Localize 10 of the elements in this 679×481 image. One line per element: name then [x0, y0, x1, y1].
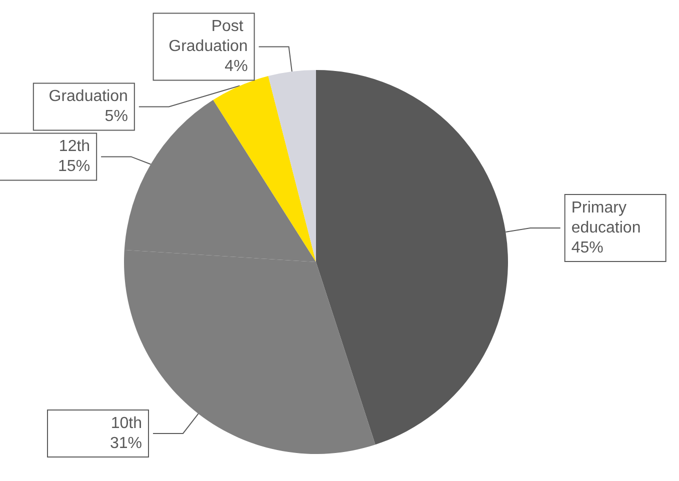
data-label: 31% [110, 434, 142, 452]
data-label: 4% [224, 58, 248, 76]
slice-label: Graduation [48, 88, 128, 106]
slice-label: 10th [110, 414, 142, 432]
slice-label: 12th [58, 138, 90, 156]
data-label: 5% [104, 108, 128, 126]
data-label: 45% [571, 240, 604, 257]
slice-label: Post Graduation [168, 18, 248, 56]
data-label: 15% [58, 158, 90, 176]
slice-label: Primary education [571, 200, 641, 237]
